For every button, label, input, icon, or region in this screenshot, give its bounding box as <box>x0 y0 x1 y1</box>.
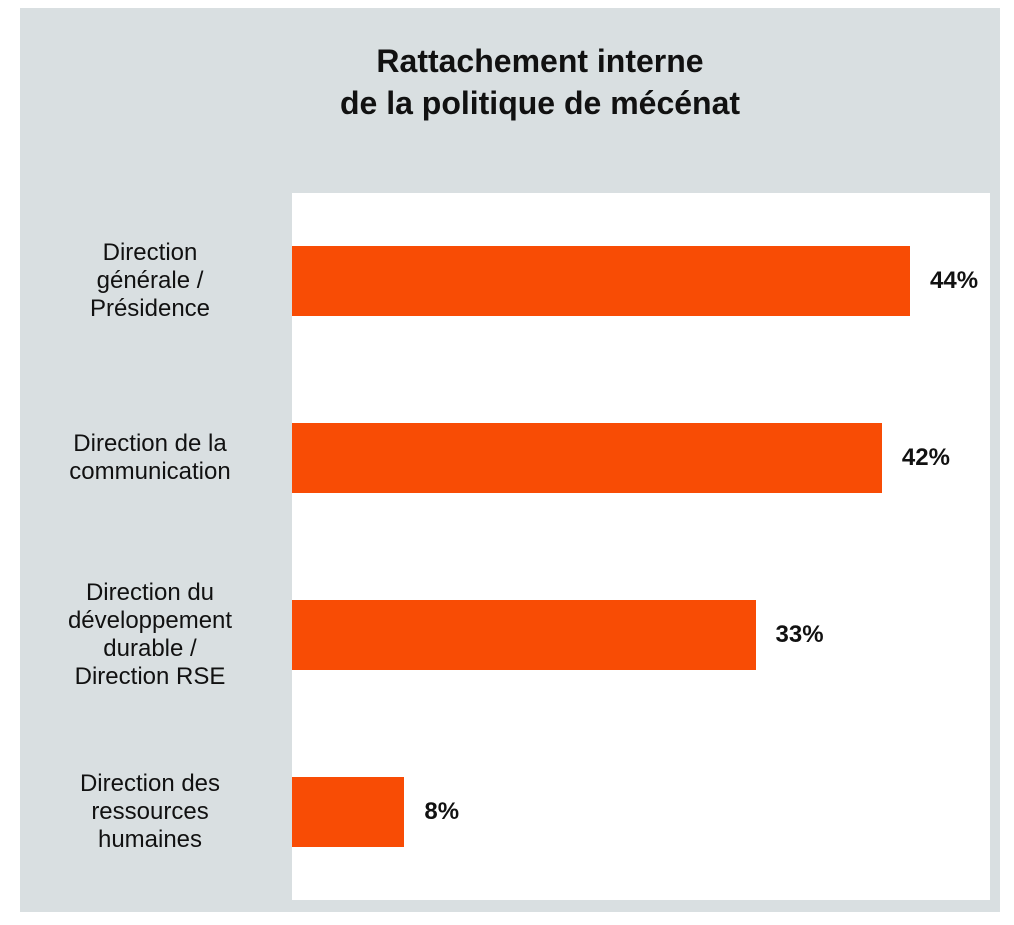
category-label: Direction générale / Présidence <box>89 239 211 323</box>
value-label: 42% <box>901 444 950 472</box>
bar <box>292 246 910 317</box>
bar <box>292 423 882 494</box>
category-label: Direction des ressources humaines <box>79 769 221 853</box>
value-label: 44% <box>930 267 979 295</box>
category-label: Direction de la communication <box>69 430 231 486</box>
category-label: Direction du développement durable / Dir… <box>67 578 233 690</box>
chart-title: Rattachement interne de la politique de … <box>339 43 741 121</box>
value-label: 33% <box>775 620 824 648</box>
bar <box>292 776 405 847</box>
bar <box>292 599 756 670</box>
value-label: 8% <box>424 797 460 825</box>
